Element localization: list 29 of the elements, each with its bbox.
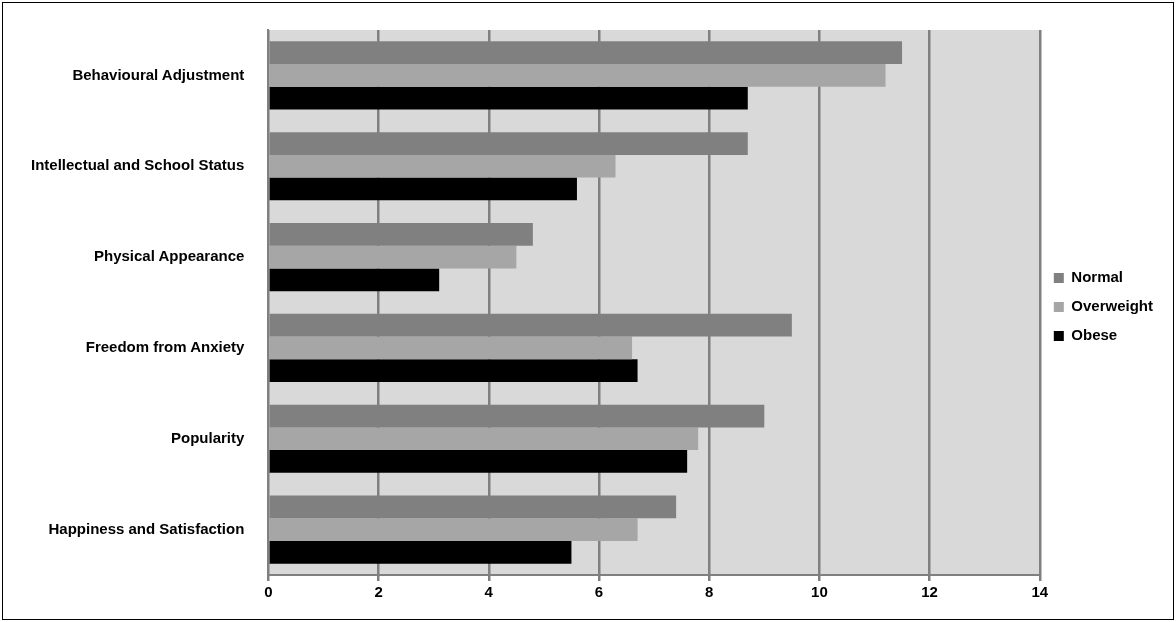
bar <box>269 359 638 382</box>
bar <box>269 336 633 360</box>
bar <box>269 518 638 541</box>
bar <box>269 64 886 87</box>
legend-label: Normal <box>1071 268 1123 286</box>
bar <box>269 177 577 201</box>
x-tick-label: 0 <box>264 583 273 601</box>
x-tick-label: 4 <box>484 583 494 601</box>
bar <box>269 86 748 110</box>
bar <box>269 450 688 473</box>
x-tick-label: 6 <box>594 583 604 601</box>
y-tick-label: Behavioural Adjustment <box>72 65 245 83</box>
bar <box>269 245 517 269</box>
x-tick-label: 8 <box>705 583 714 601</box>
y-tick-label: Physical Appearance <box>94 247 245 265</box>
bar <box>269 427 699 451</box>
x-tick-label: 14 <box>1031 583 1049 601</box>
x-tick-label: 10 <box>811 583 828 601</box>
y-tick-label: Happiness and Satisfaction <box>48 519 245 537</box>
y-tick-label: Popularity <box>171 428 246 446</box>
x-tick-label: 2 <box>374 583 383 601</box>
y-tick-label: Intellectual and School Status <box>30 156 245 174</box>
bar <box>269 540 572 564</box>
bar <box>269 154 616 178</box>
x-tick-label: 12 <box>921 583 938 601</box>
y-tick-label: Freedom from Anxiety <box>85 338 246 356</box>
legend-label: Overweight <box>1071 297 1153 315</box>
bar <box>269 268 440 292</box>
legend-label: Obese <box>1071 326 1118 344</box>
